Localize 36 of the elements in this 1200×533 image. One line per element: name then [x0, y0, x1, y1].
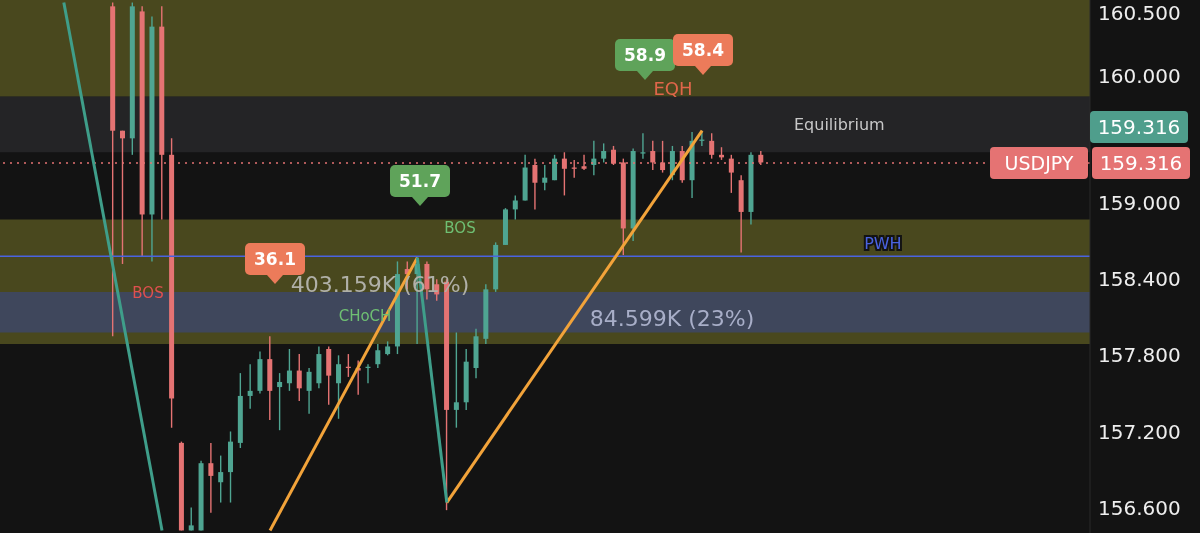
annotation: 51.7: [390, 165, 450, 197]
annotation: 58.4: [673, 34, 733, 66]
y-tick-label: 160.500: [1098, 0, 1181, 25]
y-tick-label: 159.000: [1098, 191, 1181, 216]
ref-line-label: USDJPY: [1004, 151, 1074, 174]
candlestick: [277, 372, 283, 431]
text: 159.316: [1090, 111, 1188, 143]
annotation: EQH: [653, 77, 693, 99]
candlestick: [542, 164, 548, 192]
candlestick: [453, 331, 459, 429]
candlestick: [208, 442, 214, 514]
candlestick: [306, 367, 312, 415]
text: 159.316: [1099, 150, 1183, 175]
candlestick: [296, 353, 302, 402]
candlestick: [336, 354, 342, 420]
annotation: 58.9: [615, 39, 675, 71]
y-tick-label: 156.600: [1098, 495, 1181, 520]
candlestick: [286, 348, 292, 392]
annotation: BOS: [132, 284, 164, 302]
candlestick: [640, 132, 646, 160]
candlestick: [709, 132, 715, 160]
annotation: BOS: [444, 219, 476, 237]
annotation: 84.599K (23%): [589, 305, 755, 331]
y-tick-label: 157.200: [1098, 419, 1181, 444]
band-label: Equilibrium: [793, 115, 885, 135]
candlestick: [247, 363, 253, 410]
candlestick: [601, 142, 607, 164]
candlestick: [375, 343, 381, 369]
annotation: 36.1: [254, 249, 296, 269]
candlestick: [218, 454, 224, 504]
candlestick: [512, 194, 518, 221]
y-tick-label: 157.800: [1098, 343, 1181, 368]
candlestick: [552, 154, 558, 181]
y-tick-label: 160.000: [1098, 64, 1181, 89]
y-tick-label: 158.400: [1098, 267, 1181, 292]
ref-line-label: PWH: [864, 234, 902, 254]
